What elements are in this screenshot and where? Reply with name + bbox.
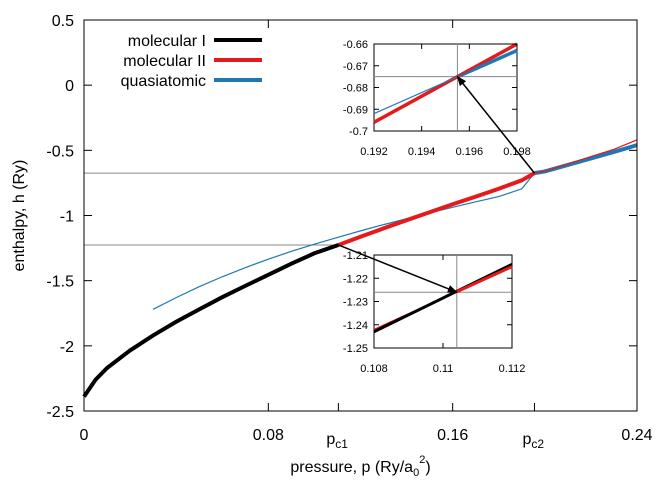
legend-label: molecular I xyxy=(128,33,206,50)
special-tick-label: pc1 xyxy=(326,431,348,451)
inset-x-tick-label: 0.192 xyxy=(360,146,388,158)
legend-label: molecular II xyxy=(123,53,206,70)
inset-series-thick xyxy=(456,48,518,79)
legend-label: quasiatomic xyxy=(121,73,206,90)
x-tick-label: 0.16 xyxy=(437,427,468,444)
inset-frame xyxy=(373,254,513,349)
y-tick-label: -1 xyxy=(60,209,74,226)
inset-x-tick-label: 0.112 xyxy=(499,363,526,375)
inset-y-tick-label: -1.22 xyxy=(343,273,368,285)
inset-y-tick-label: -1.25 xyxy=(343,343,368,355)
y-tick-label: -1.5 xyxy=(46,274,74,291)
zoom-arrow xyxy=(456,75,536,174)
inset-x-tick-label: 0.108 xyxy=(360,363,388,375)
inset-y-tick-label: -1.21 xyxy=(343,250,368,262)
inset-y-tick-label: -0.67 xyxy=(343,61,368,73)
series-line-molecular-i xyxy=(82,243,340,398)
y-tick-label: -2.5 xyxy=(46,404,74,421)
inset-x-tick-label: 0.11 xyxy=(433,363,454,375)
x-axis-label: pressure, p (Ry/a02) xyxy=(290,454,430,479)
x-tick-label: 0 xyxy=(80,427,89,444)
x-tick-label: 0.08 xyxy=(253,427,284,444)
inset-x-tick-label: 0.196 xyxy=(456,146,484,158)
y-tick-label: 0 xyxy=(65,78,74,95)
inset-top: -0.66-0.67-0.68-0.69-0.70.1920.1940.1960… xyxy=(343,39,531,158)
y-tick-label: -2 xyxy=(60,339,74,356)
series-line-molecular-ii-thin xyxy=(534,139,638,174)
series-line-quasiatomic-thick xyxy=(534,143,638,176)
inset-x-tick-label: 0.194 xyxy=(408,146,436,158)
inset-y-tick-label: -0.66 xyxy=(343,39,368,51)
zoom-arrow xyxy=(338,244,458,293)
series-line-quasiatomic-thin xyxy=(152,172,535,310)
y-tick-label: -0.5 xyxy=(46,143,74,160)
y-tick-label: 0.5 xyxy=(52,13,74,30)
inset-y-tick-label: -0.68 xyxy=(343,83,368,95)
x-tick-label: 0.24 xyxy=(621,427,652,444)
series-line-molecular-ii-thick xyxy=(337,171,536,247)
inset-bottom: -1.21 -1.22 -1.23 -1.24 -1.25 0.108 0.11 0.112 xyxy=(343,250,525,375)
inset-y-tick-label: -1.23 xyxy=(343,297,368,309)
inset-y-tick-label: -0.69 xyxy=(343,104,368,116)
inset-y-tick-label: -1.24 xyxy=(343,320,368,332)
inset-series-thick xyxy=(456,265,513,294)
inset-y-tick-label: -0.7 xyxy=(349,126,368,138)
inset-series-thin xyxy=(457,43,518,78)
y-axis-label: enthalpy, h (Ry) xyxy=(11,160,28,272)
special-tick-label: pc2 xyxy=(522,431,544,451)
